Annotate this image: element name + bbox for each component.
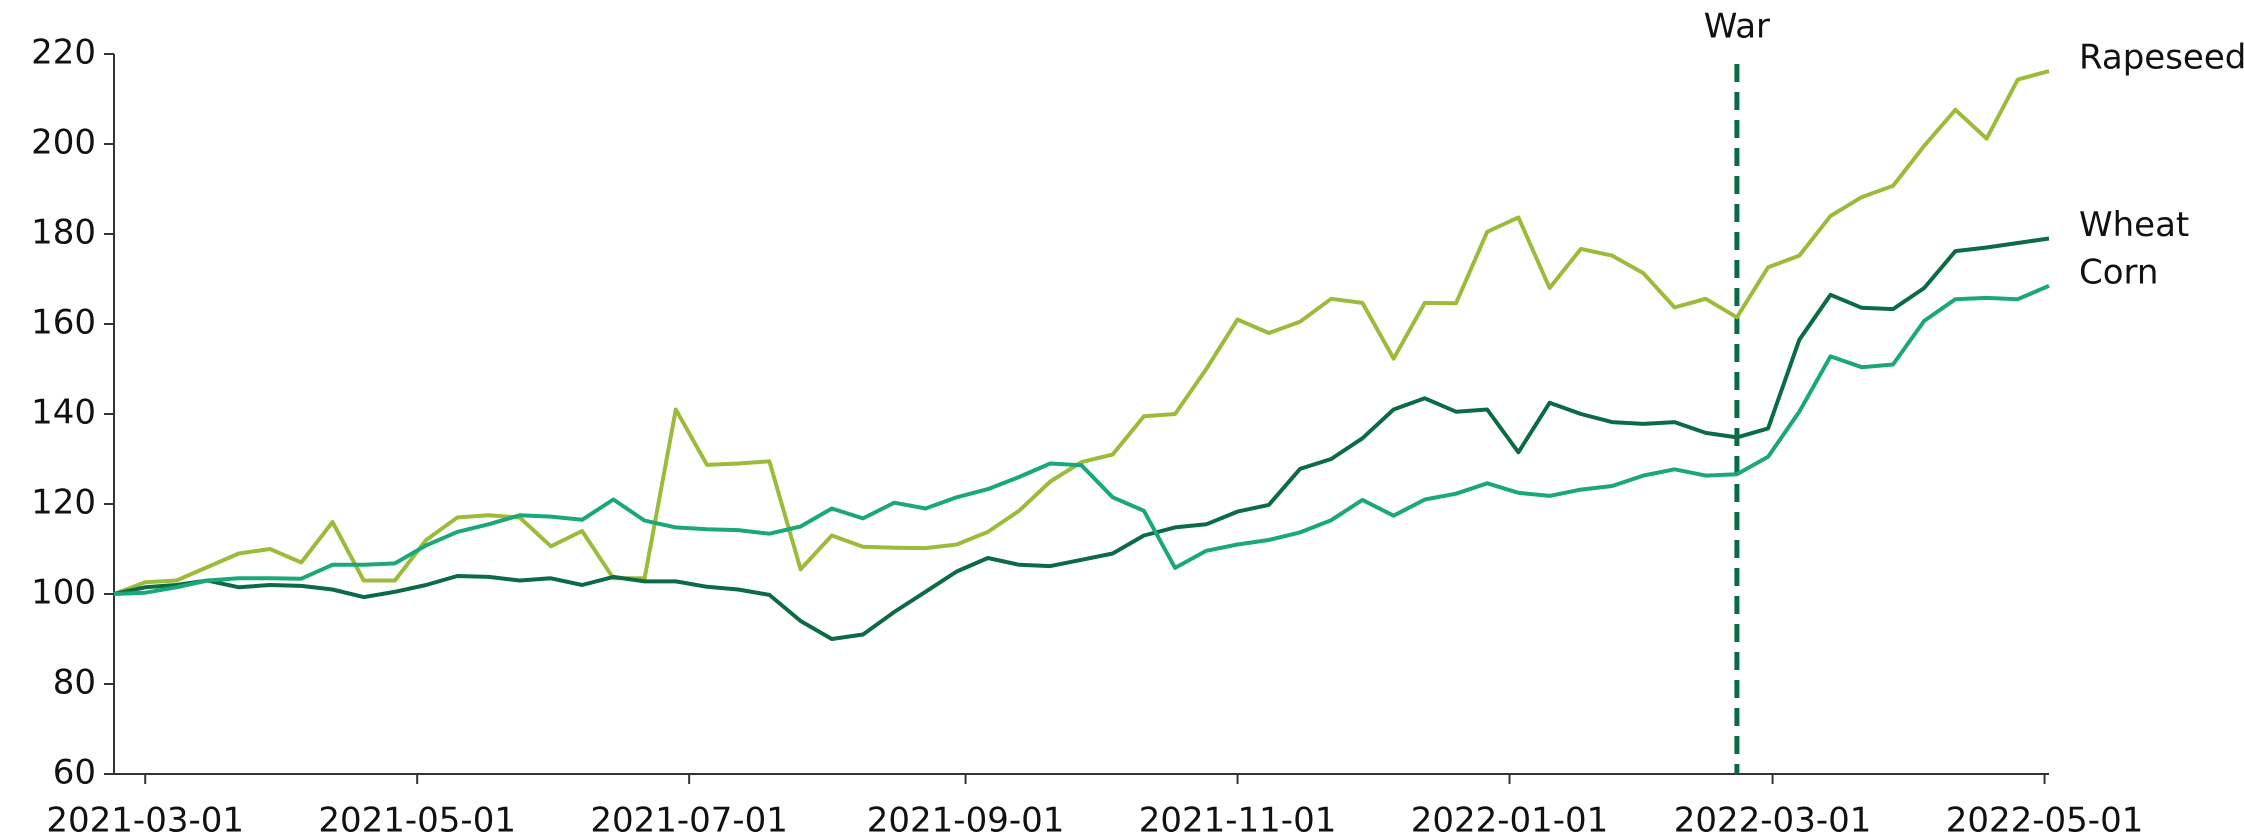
y-tick-label: 80 bbox=[53, 663, 96, 703]
y-tick-label: 220 bbox=[31, 33, 96, 73]
x-tick-label: 2021-09-01 bbox=[867, 801, 1065, 837]
x-tick-label: 2022-01-01 bbox=[1411, 801, 1609, 837]
y-tick-label: 60 bbox=[53, 753, 96, 793]
y-tick-label: 200 bbox=[31, 123, 96, 163]
series-label: Wheat bbox=[2079, 205, 2189, 245]
x-tick-label: 2022-05-01 bbox=[1946, 801, 2144, 837]
series-line bbox=[113, 283, 2050, 596]
series-line bbox=[113, 236, 2050, 641]
y-tick-label: 180 bbox=[31, 213, 96, 253]
series-label: Corn bbox=[2079, 252, 2158, 292]
series-label: Rapeseed bbox=[2079, 38, 2244, 78]
y-tick-label: 100 bbox=[31, 573, 96, 613]
x-tick-label: 2022-03-01 bbox=[1674, 801, 1872, 837]
x-tick-label: 2021-03-01 bbox=[46, 801, 244, 837]
y-tick-label: 160 bbox=[31, 303, 96, 343]
y-tick-label: 140 bbox=[31, 393, 96, 433]
series-line bbox=[113, 69, 2050, 596]
annotation: War bbox=[1704, 7, 1770, 47]
x-tick-label: 2021-11-01 bbox=[1139, 801, 1337, 837]
x-tick-label: 2021-05-01 bbox=[318, 801, 516, 837]
y-tick-label: 120 bbox=[31, 483, 96, 523]
x-tick-label: 2021-07-01 bbox=[590, 801, 788, 837]
